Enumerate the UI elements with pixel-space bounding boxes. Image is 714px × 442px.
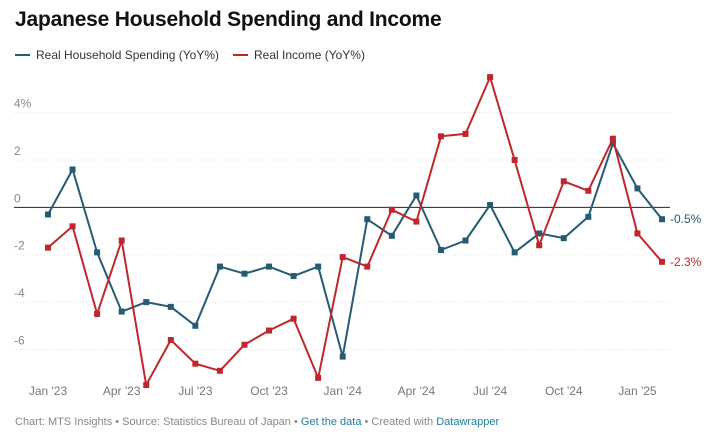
spending-point xyxy=(192,322,199,329)
legend-label-spending: Real Household Spending (YoY%) xyxy=(36,48,220,62)
spending-point xyxy=(511,249,518,256)
income-point xyxy=(315,374,322,381)
spending-point xyxy=(634,185,641,192)
footer-source: Chart: MTS Insights • Source: Statistics… xyxy=(15,416,301,428)
spending-point xyxy=(216,263,223,270)
y-tick-label: -2 xyxy=(14,239,25,253)
x-tick-label: Apr '23 xyxy=(103,384,141,398)
spending-point xyxy=(487,202,494,208)
income-point xyxy=(339,254,346,261)
footer: Chart: MTS Insights • Source: Statistics… xyxy=(15,416,499,428)
line-chart: 4% 2 0 -2 -4 -6 Jan '23 Apr '23 Jul '23 Oct '23 Ja… xyxy=(14,74,702,398)
y-tick-label: 0 xyxy=(14,191,21,205)
legend: Real Household Spending (YoY%) Real Inco… xyxy=(15,48,379,62)
spending-point xyxy=(413,192,420,199)
spending-point xyxy=(609,140,616,147)
income-point xyxy=(167,337,174,343)
spending-point xyxy=(167,303,174,310)
spending-point xyxy=(462,237,469,244)
spending-point xyxy=(388,232,395,239)
datawrapper-link[interactable]: Datawrapper xyxy=(436,416,500,428)
income-point xyxy=(536,242,543,249)
income-point xyxy=(143,382,150,388)
x-tick-label: Jul '24 xyxy=(473,384,508,398)
income-point xyxy=(241,341,248,348)
x-tick-label: Jan '24 xyxy=(324,384,363,398)
x-tick-label: Jan '25 xyxy=(618,384,657,398)
spending-point xyxy=(94,249,101,256)
footer-created-with: • Created with xyxy=(361,416,437,428)
income-point xyxy=(437,133,444,140)
income-point xyxy=(487,74,494,81)
chart-title: Japanese Household Spending and Income xyxy=(15,8,442,31)
spending-point xyxy=(315,263,322,270)
spending-end-label: -0.5% xyxy=(670,212,702,226)
spending-point xyxy=(290,273,297,280)
x-tick-label: Oct '24 xyxy=(545,384,583,398)
income-point xyxy=(511,157,518,163)
legend-swatch-income xyxy=(233,54,249,56)
x-tick-label: Jul '23 xyxy=(178,384,213,398)
spending-point xyxy=(364,216,371,223)
spending-point xyxy=(45,211,51,218)
income-end-label: -2.3% xyxy=(670,255,702,269)
income-point xyxy=(216,367,223,374)
y-tick-label: -4 xyxy=(14,286,25,300)
income-point xyxy=(290,315,297,322)
income-point xyxy=(585,187,592,194)
income-point xyxy=(45,244,51,251)
legend-swatch-spending xyxy=(15,54,30,56)
spending-line xyxy=(47,142,663,358)
income-point xyxy=(413,218,420,225)
y-tick-label: -6 xyxy=(14,333,25,347)
spending-point xyxy=(69,166,76,173)
income-point xyxy=(69,223,76,230)
income-point xyxy=(364,263,371,270)
spending-point xyxy=(585,213,592,220)
y-tick-label: 4% xyxy=(14,97,32,111)
legend-item-income: Real Income (YoY%) xyxy=(233,48,365,62)
spending-point xyxy=(560,235,567,242)
spending-point xyxy=(118,308,125,315)
income-point xyxy=(266,327,273,334)
income-point xyxy=(118,237,125,244)
income-point xyxy=(659,258,665,265)
legend-item-spending: Real Household Spending (YoY%) xyxy=(15,48,219,62)
spending-point xyxy=(241,270,248,277)
x-tick-label: Jan '23 xyxy=(29,384,68,398)
spending-point xyxy=(339,353,346,360)
income-point xyxy=(609,135,616,142)
income-point xyxy=(94,310,101,317)
spending-point xyxy=(437,247,444,253)
x-tick-label: Apr '24 xyxy=(398,384,436,398)
y-tick-label: 2 xyxy=(14,144,21,158)
x-tick-label: Oct '23 xyxy=(250,384,288,398)
spending-point xyxy=(143,299,150,306)
income-line xyxy=(47,76,663,386)
income-point xyxy=(462,130,469,137)
income-point xyxy=(192,360,199,367)
income-point xyxy=(634,230,641,237)
income-point xyxy=(560,178,567,185)
legend-label-income: Real Income (YoY%) xyxy=(254,48,365,62)
income-point xyxy=(388,206,395,213)
spending-point xyxy=(659,216,665,223)
spending-point xyxy=(536,230,543,237)
get-the-data-link[interactable]: Get the data xyxy=(300,416,362,428)
spending-point xyxy=(266,263,273,270)
